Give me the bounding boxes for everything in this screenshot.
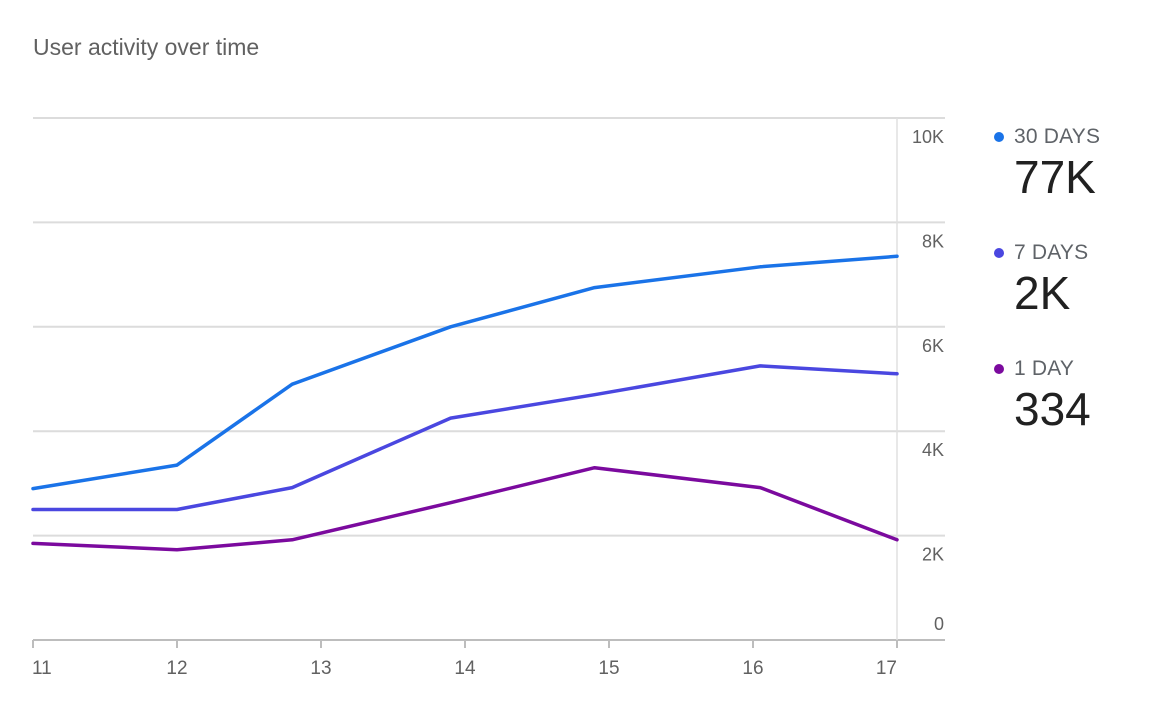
- x-tick-label: 14: [454, 658, 476, 679]
- legend-item[interactable]: 7 DAYS 2K: [994, 240, 1164, 318]
- legend-color-dot: [994, 364, 1004, 374]
- x-tick-label: 13: [310, 658, 331, 679]
- y-tick-label: 6K: [922, 336, 944, 356]
- legend-color-dot: [994, 132, 1004, 142]
- series-line-7-days[interactable]: [31, 364, 899, 512]
- series-layer: [31, 254, 899, 552]
- legend-color-dot: [994, 248, 1004, 258]
- legend-header: 30 DAYS: [994, 124, 1164, 150]
- legend-total-value: 2K: [1014, 267, 1071, 319]
- x-tick-label: 15: [598, 658, 619, 679]
- legend-label: 30 DAYS: [1014, 125, 1101, 148]
- x-tick-label: 17: [876, 658, 897, 679]
- legend-item[interactable]: 30 DAYS 77K: [994, 124, 1164, 202]
- y-tick-label: 8K: [922, 231, 944, 251]
- x-tick-label: 11: [32, 658, 52, 679]
- chart-title: User activity over time: [33, 34, 260, 60]
- y-tick-label: 4K: [922, 440, 944, 460]
- y-tick-label: 2K: [922, 545, 944, 565]
- legend-total-value: 334: [1014, 383, 1091, 435]
- x-tick-label: 12: [166, 658, 187, 679]
- legend-header: 1 DAY: [994, 356, 1164, 382]
- x-tick-label: 16: [742, 658, 763, 679]
- legend-total-value: 77K: [1014, 151, 1096, 203]
- series-line-30-days[interactable]: [31, 254, 899, 491]
- axis-layer: 0 2K 4K 6K 8K 10K 11 12 13 14 15 16 17: [32, 127, 944, 679]
- legend-item[interactable]: 1 DAY 334: [994, 356, 1164, 434]
- legend-header: 7 DAYS: [994, 240, 1164, 266]
- grid-layer: [33, 117, 945, 641]
- legend-label: 1 DAY: [1014, 357, 1075, 380]
- y-tick-label: 10K: [912, 127, 944, 147]
- legend-label: 7 DAYS: [1014, 241, 1089, 264]
- y-tick-label: 0: [934, 614, 944, 634]
